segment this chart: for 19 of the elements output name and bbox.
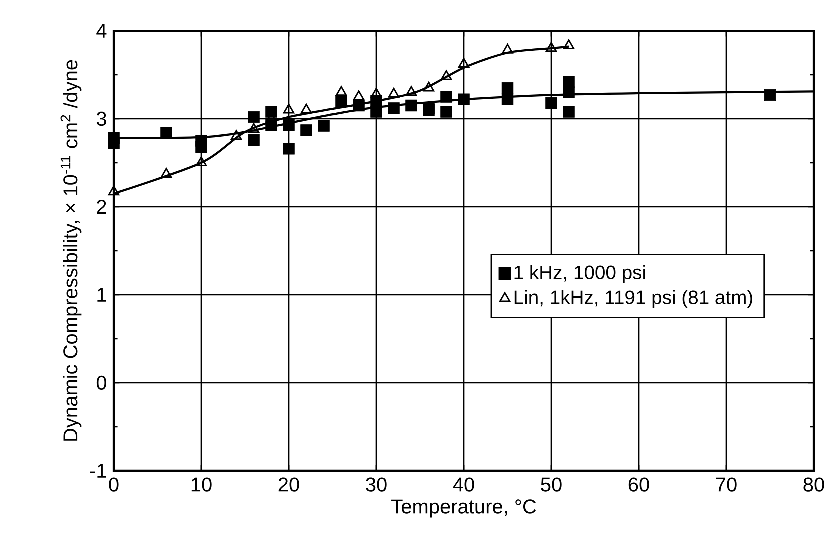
x-tick-label: 50: [541, 478, 562, 492]
x-tick-label: 70: [716, 478, 737, 492]
x-tick-label: 0: [109, 478, 119, 492]
legend-label: Lin, 1kHz, 1191 psi (81 atm): [514, 290, 752, 308]
x-tick-label: 10: [192, 478, 212, 492]
x-tick-label: 30: [366, 478, 387, 492]
x-tick-label: 40: [453, 478, 474, 492]
y-tick-label: 3: [96, 112, 106, 126]
x-tick-label: 60: [628, 478, 650, 492]
y-axis-title: Dynamic Compressibility, × 10$^{-11}$ cm$^{2}$ /dyne: [60, 60, 82, 441]
y-tick-label: 4: [96, 24, 107, 38]
legend-label: 1 kHz, 1000 psi: [514, 265, 646, 284]
y-tick-label: 0: [96, 376, 106, 390]
y-tick-label: -1: [90, 464, 106, 478]
y-tick-label: 2: [97, 200, 106, 214]
y-tick-label: 1: [98, 288, 106, 302]
x-axis-title: Temperature, °C: [392, 500, 536, 518]
x-tick-label: 20: [278, 478, 300, 492]
x-tick-label: 80: [804, 478, 824, 492]
